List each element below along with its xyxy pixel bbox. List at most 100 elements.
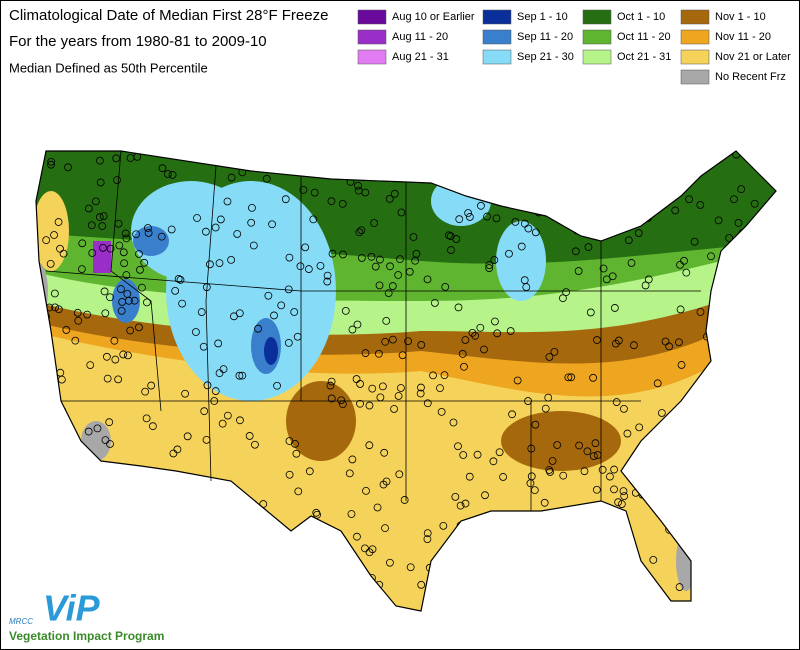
logo: MRCC ViP Vegetation Impact Program [9, 588, 164, 644]
station [160, 501, 168, 510]
station [376, 255, 384, 264]
station [281, 195, 290, 204]
station [235, 309, 244, 318]
station [197, 308, 206, 316]
station [135, 250, 143, 258]
station [692, 391, 701, 400]
station [634, 229, 643, 237]
station [158, 528, 167, 536]
station [367, 151, 376, 157]
station [361, 349, 370, 357]
station [316, 261, 325, 270]
station [734, 431, 742, 439]
station [122, 271, 131, 279]
station [202, 529, 211, 537]
station [368, 545, 377, 554]
station [345, 469, 354, 478]
station [296, 262, 305, 271]
station [524, 224, 533, 233]
station [624, 236, 633, 245]
station [355, 228, 364, 237]
station [381, 597, 389, 606]
station [461, 336, 470, 344]
station [665, 342, 674, 351]
station [386, 558, 394, 567]
logo-org: MRCC [9, 617, 33, 626]
station [385, 194, 394, 203]
station [280, 575, 289, 583]
station [277, 301, 286, 310]
station [119, 350, 128, 359]
station [423, 399, 432, 408]
station [619, 516, 627, 524]
station [459, 451, 468, 459]
station [53, 529, 62, 538]
station [610, 485, 618, 494]
station [373, 602, 382, 611]
station [449, 418, 458, 427]
station [441, 282, 450, 291]
station [304, 265, 313, 273]
station [602, 275, 611, 284]
station [614, 336, 623, 345]
station [395, 470, 404, 479]
station [117, 306, 126, 315]
station [608, 154, 617, 163]
legend-label: Aug 11 - 20 [392, 31, 448, 43]
station [338, 152, 347, 161]
station [575, 441, 584, 450]
station [485, 264, 494, 272]
station [247, 218, 256, 227]
station [642, 190, 651, 199]
station [118, 298, 127, 306]
station [746, 362, 755, 371]
station [429, 602, 438, 611]
station [562, 288, 570, 297]
station [691, 493, 700, 502]
station [724, 296, 733, 305]
station [483, 192, 492, 201]
station [375, 281, 384, 290]
station [229, 587, 237, 595]
station [689, 458, 698, 467]
station [370, 219, 379, 227]
station [367, 591, 375, 600]
station [106, 244, 115, 253]
station [263, 157, 272, 165]
station [676, 305, 685, 314]
station [721, 151, 729, 156]
station [138, 283, 146, 292]
freeze-map [36, 151, 776, 611]
station [51, 303, 59, 312]
station [312, 582, 321, 591]
station [638, 463, 646, 471]
subtitle: For the years from 1980-81 to 2009-10 [9, 33, 267, 50]
station [540, 498, 549, 507]
station [90, 500, 99, 509]
station [724, 551, 732, 560]
station [347, 510, 356, 518]
station [87, 221, 96, 230]
station [586, 308, 595, 317]
station [465, 213, 474, 221]
station [236, 416, 244, 425]
station [106, 440, 114, 448]
station [225, 155, 234, 164]
station [126, 326, 135, 335]
legend-label: No Recent Frz [715, 71, 786, 83]
station [251, 440, 259, 449]
station [50, 231, 58, 239]
station [448, 577, 457, 586]
station [426, 171, 434, 180]
station [262, 522, 270, 531]
station [471, 331, 480, 340]
station [489, 457, 498, 466]
station [465, 472, 474, 481]
station [61, 530, 70, 539]
station [124, 351, 132, 360]
station [553, 441, 562, 449]
station [172, 590, 181, 599]
legend-swatch [357, 9, 387, 25]
station [516, 151, 524, 157]
station [447, 246, 455, 254]
